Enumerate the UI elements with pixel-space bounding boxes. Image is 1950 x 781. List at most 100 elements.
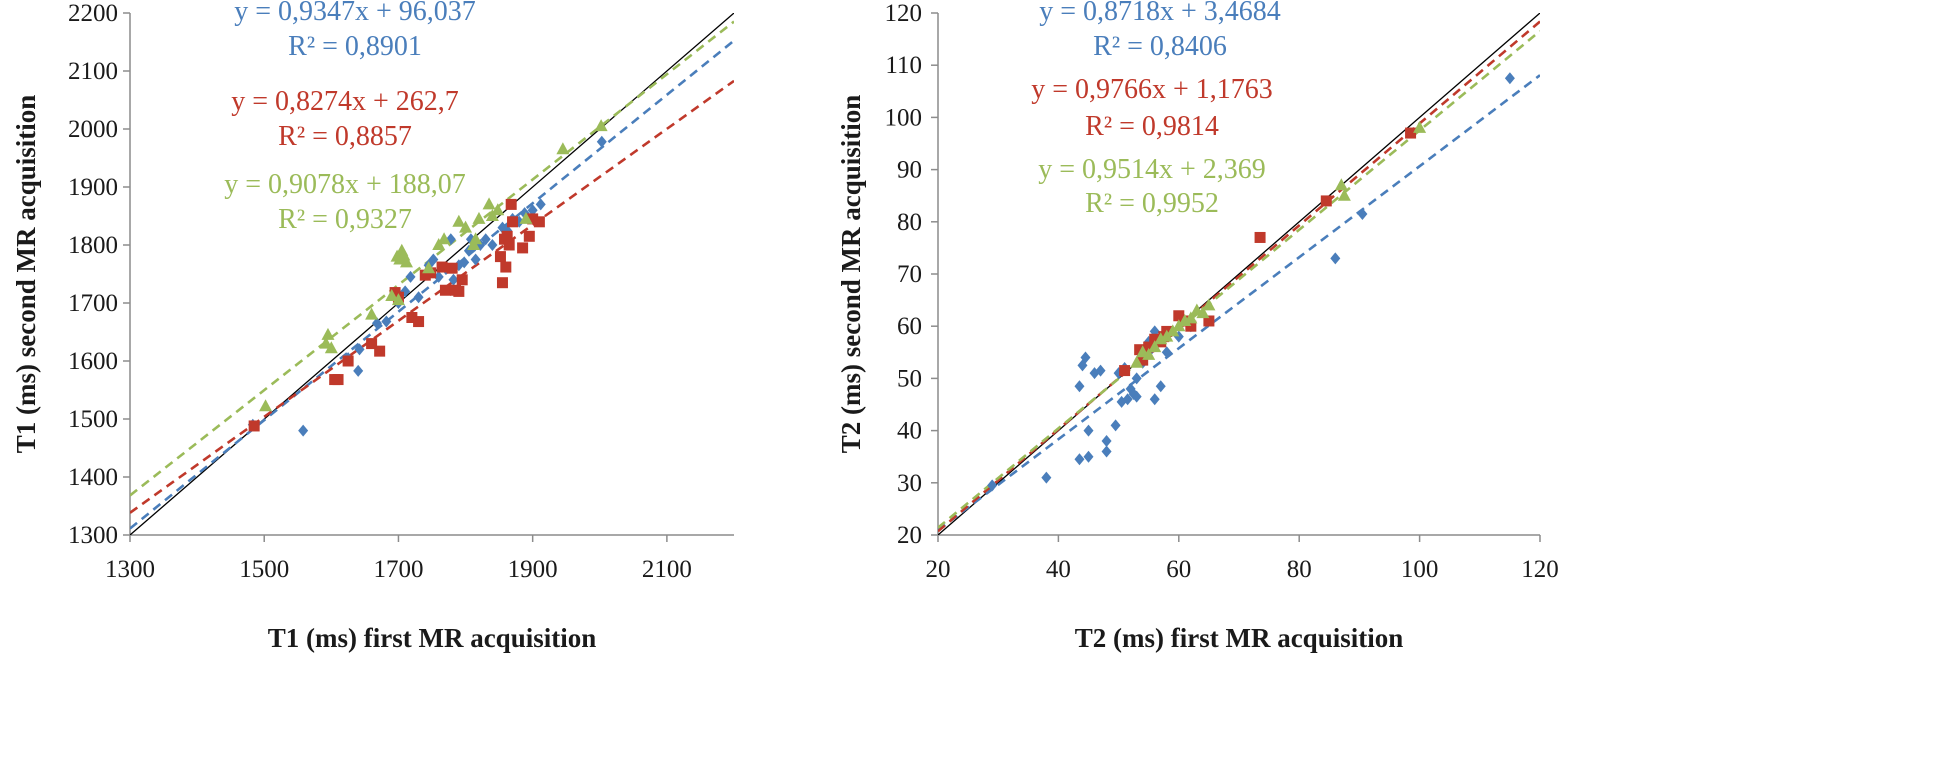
t2-chart: 20 30 40 50 60 70 80 90 100 110 120 20 40 60 80 100 120 T… — [836, 0, 1559, 653]
point-red — [503, 239, 515, 251]
point-green — [491, 203, 505, 216]
point-green — [437, 232, 451, 245]
point-green — [365, 307, 379, 320]
point-blue — [371, 317, 382, 330]
point-green — [391, 293, 405, 306]
point-green — [1142, 347, 1156, 360]
point-green — [594, 119, 608, 132]
x-tick-label: 20 — [926, 556, 951, 583]
point-red — [1149, 333, 1161, 345]
equation-green: y = 0,9078x + 188,07 — [224, 169, 466, 200]
point-blue — [298, 424, 309, 437]
point-blue — [1083, 424, 1094, 437]
point-blue — [1131, 390, 1142, 403]
y-tick-label: 1600 — [68, 348, 118, 375]
point-red — [456, 274, 468, 286]
point-blue — [1101, 435, 1112, 448]
r2-red: R² = 0,9814 — [1085, 111, 1219, 142]
point-green — [482, 197, 496, 210]
y-tick-label: 40 — [897, 418, 922, 445]
point-green — [452, 214, 466, 227]
plot-area — [938, 13, 1540, 535]
y-tick-label: 30 — [897, 470, 922, 497]
x-tick-label: 1900 — [508, 556, 558, 583]
y-tick-label: 2200 — [68, 0, 118, 27]
point-blue — [596, 135, 607, 148]
x-tick-label: 80 — [1287, 556, 1312, 583]
y-tick-label: 1500 — [68, 406, 118, 433]
point-red — [453, 285, 465, 297]
point-green — [519, 211, 533, 224]
y-tick-label: 90 — [897, 157, 922, 184]
point-blue — [428, 253, 439, 266]
y-tick-label: 1800 — [68, 232, 118, 259]
point-blue — [535, 198, 546, 211]
point-red — [500, 261, 512, 273]
point-green — [259, 399, 273, 412]
point-red — [332, 374, 344, 386]
r2-green: R² = 0,9327 — [278, 204, 412, 235]
r2-green: R² = 0,9952 — [1085, 188, 1219, 219]
point-blue — [1101, 445, 1112, 458]
point-blue — [1155, 380, 1166, 393]
point-red — [1173, 310, 1185, 322]
point-blue — [448, 273, 459, 286]
point-red — [517, 242, 529, 254]
x-axis-title: T2 (ms) first MR acquisition — [1075, 623, 1403, 653]
point-blue — [1131, 372, 1142, 385]
equation-blue: y = 0,9347x + 96,037 — [234, 0, 476, 27]
point-blue — [1041, 471, 1052, 484]
x-axis-title: T1 (ms) first MR acquisition — [268, 623, 596, 653]
point-blue — [987, 479, 998, 492]
equation-red: y = 0,9766x + 1,1763 — [1031, 74, 1273, 105]
y-tick-label: 2000 — [68, 116, 118, 143]
point-red — [496, 277, 508, 289]
y-tick-label: 70 — [897, 261, 922, 288]
equation-green: y = 0,9514x + 2,369 — [1038, 154, 1266, 185]
point-green — [321, 327, 335, 340]
point-blue — [353, 364, 364, 377]
point-red — [1254, 231, 1266, 243]
point-blue — [1083, 450, 1094, 463]
y-tick-label: 2100 — [68, 58, 118, 85]
point-green — [1130, 355, 1144, 368]
r2-blue: R² = 0,8406 — [1093, 31, 1227, 62]
point-green — [556, 142, 570, 155]
x-tick-label: 1300 — [105, 556, 155, 583]
point-blue — [1504, 72, 1515, 85]
y-tick-label: 1900 — [68, 174, 118, 201]
point-red — [1137, 354, 1149, 366]
point-green — [399, 255, 413, 268]
point-blue — [459, 256, 470, 269]
point-red — [1185, 320, 1197, 332]
point-blue — [1149, 393, 1160, 406]
point-red — [1119, 365, 1131, 377]
point-red — [523, 230, 535, 242]
y-tick-label: 20 — [897, 522, 922, 549]
point-red — [413, 316, 425, 328]
y-tick-label: 1400 — [68, 464, 118, 491]
y-axis-title: T2 (ms) second MR acquisition — [836, 95, 866, 454]
point-red — [527, 213, 539, 225]
equation-red: y = 0,8274x + 262,7 — [231, 86, 459, 117]
y-tick-label: 50 — [897, 365, 922, 392]
y-tick-label: 100 — [885, 104, 923, 131]
point-red — [1203, 315, 1215, 327]
point-red — [1134, 344, 1146, 356]
y-tick-label: 120 — [885, 0, 923, 27]
t1-chart: 1300 1400 1500 1600 1700 1800 1900 2000 2100 2200… — [11, 0, 734, 653]
point-blue — [1357, 207, 1368, 220]
point-blue — [470, 253, 481, 266]
point-green — [422, 261, 436, 274]
point-blue — [405, 270, 416, 283]
point-blue — [433, 270, 444, 283]
point-blue — [1122, 393, 1133, 406]
point-red — [501, 230, 513, 242]
point-blue — [1074, 380, 1085, 393]
x-tick-label: 100 — [1401, 556, 1439, 583]
y-tick-label: 1700 — [68, 290, 118, 317]
trendline-red — [938, 20, 1540, 533]
point-blue — [1110, 419, 1121, 432]
point-green — [469, 232, 483, 245]
